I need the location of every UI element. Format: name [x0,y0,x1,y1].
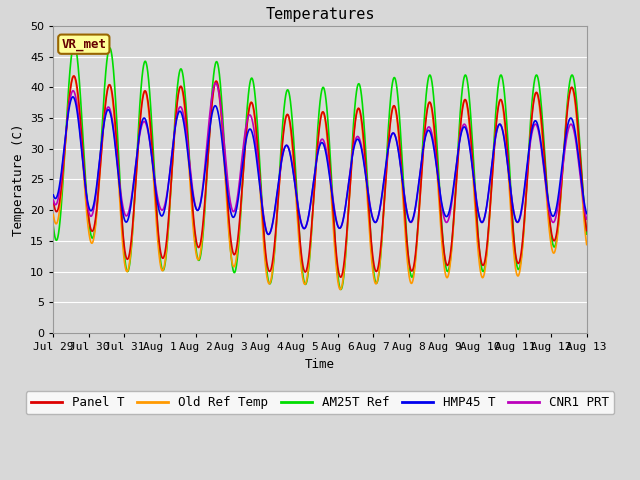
X-axis label: Time: Time [305,358,335,371]
Title: Temperatures: Temperatures [265,7,375,22]
Legend: Panel T, Old Ref Temp, AM25T Ref, HMP45 T, CNR1 PRT: Panel T, Old Ref Temp, AM25T Ref, HMP45 … [26,391,614,414]
Text: VR_met: VR_met [61,38,106,51]
Y-axis label: Temperature (C): Temperature (C) [12,123,24,236]
